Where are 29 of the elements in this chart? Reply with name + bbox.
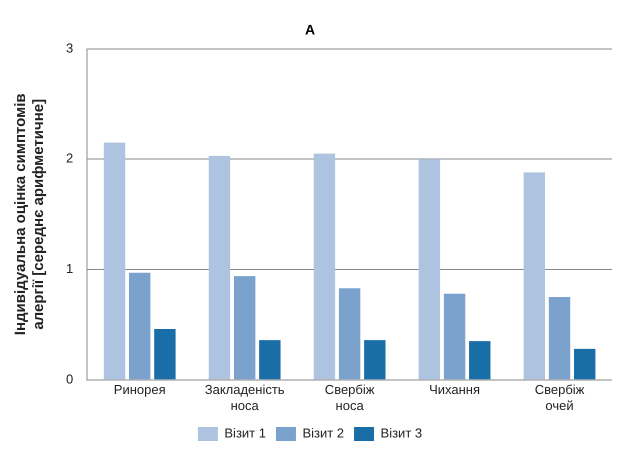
bar bbox=[129, 272, 150, 380]
legend-label: Візит 1 bbox=[224, 426, 266, 441]
x-tick-label: Ринорея bbox=[114, 382, 166, 398]
bar bbox=[548, 297, 570, 380]
y-tick-label: 2 bbox=[66, 150, 74, 166]
x-tick-label: Свербіж носа bbox=[324, 382, 375, 413]
bar bbox=[524, 172, 546, 380]
y-tick-label: 0 bbox=[66, 371, 74, 386]
bar bbox=[234, 276, 256, 380]
x-tick-label: Закладеність носа bbox=[204, 382, 285, 413]
y-tick-label: 1 bbox=[66, 261, 74, 276]
bar bbox=[574, 348, 596, 380]
bar bbox=[259, 340, 281, 380]
x-tick-label: Свербіж очей bbox=[534, 382, 585, 413]
bar bbox=[444, 294, 466, 380]
legend-label: Візит 3 bbox=[380, 426, 422, 441]
y-tick-label: 3 bbox=[66, 40, 74, 56]
y-axis-title: Індивідуальна оцінка симптомів алергії [середнє арифметичне] bbox=[12, 93, 48, 336]
bar bbox=[104, 142, 126, 380]
x-tick-label: Чихання bbox=[429, 382, 480, 398]
bar bbox=[418, 159, 440, 380]
bar bbox=[469, 341, 490, 380]
bar bbox=[208, 156, 230, 380]
bar bbox=[364, 340, 386, 380]
chart-title: A bbox=[304, 21, 316, 38]
legend-label: Візит 2 bbox=[302, 426, 344, 441]
bar bbox=[338, 288, 360, 380]
bar bbox=[314, 154, 336, 380]
bar bbox=[154, 329, 176, 380]
